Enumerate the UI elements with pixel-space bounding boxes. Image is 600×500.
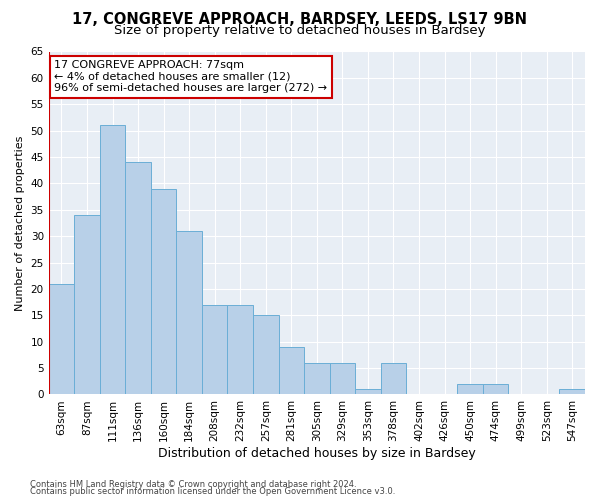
Bar [483,384,508,394]
Bar [49,284,74,395]
Bar [202,305,227,394]
Bar [380,363,406,394]
Bar [100,126,125,394]
X-axis label: Distribution of detached houses by size in Bardsey: Distribution of detached houses by size … [158,447,476,460]
Bar [151,188,176,394]
Bar [355,389,380,394]
Bar [304,363,329,394]
Text: 17, CONGREVE APPROACH, BARDSEY, LEEDS, LS17 9BN: 17, CONGREVE APPROACH, BARDSEY, LEEDS, L… [73,12,527,28]
Bar [125,162,151,394]
Bar [559,389,585,394]
Text: 17 CONGREVE APPROACH: 77sqm
← 4% of detached houses are smaller (12)
96% of semi: 17 CONGREVE APPROACH: 77sqm ← 4% of deta… [54,60,327,94]
Bar [278,347,304,395]
Bar [253,316,278,394]
Text: Contains public sector information licensed under the Open Government Licence v3: Contains public sector information licen… [30,487,395,496]
Bar [74,215,100,394]
Text: Size of property relative to detached houses in Bardsey: Size of property relative to detached ho… [114,24,486,37]
Bar [457,384,483,394]
Bar [176,231,202,394]
Y-axis label: Number of detached properties: Number of detached properties [15,136,25,310]
Bar [329,363,355,394]
Text: Contains HM Land Registry data © Crown copyright and database right 2024.: Contains HM Land Registry data © Crown c… [30,480,356,489]
Bar [227,305,253,394]
